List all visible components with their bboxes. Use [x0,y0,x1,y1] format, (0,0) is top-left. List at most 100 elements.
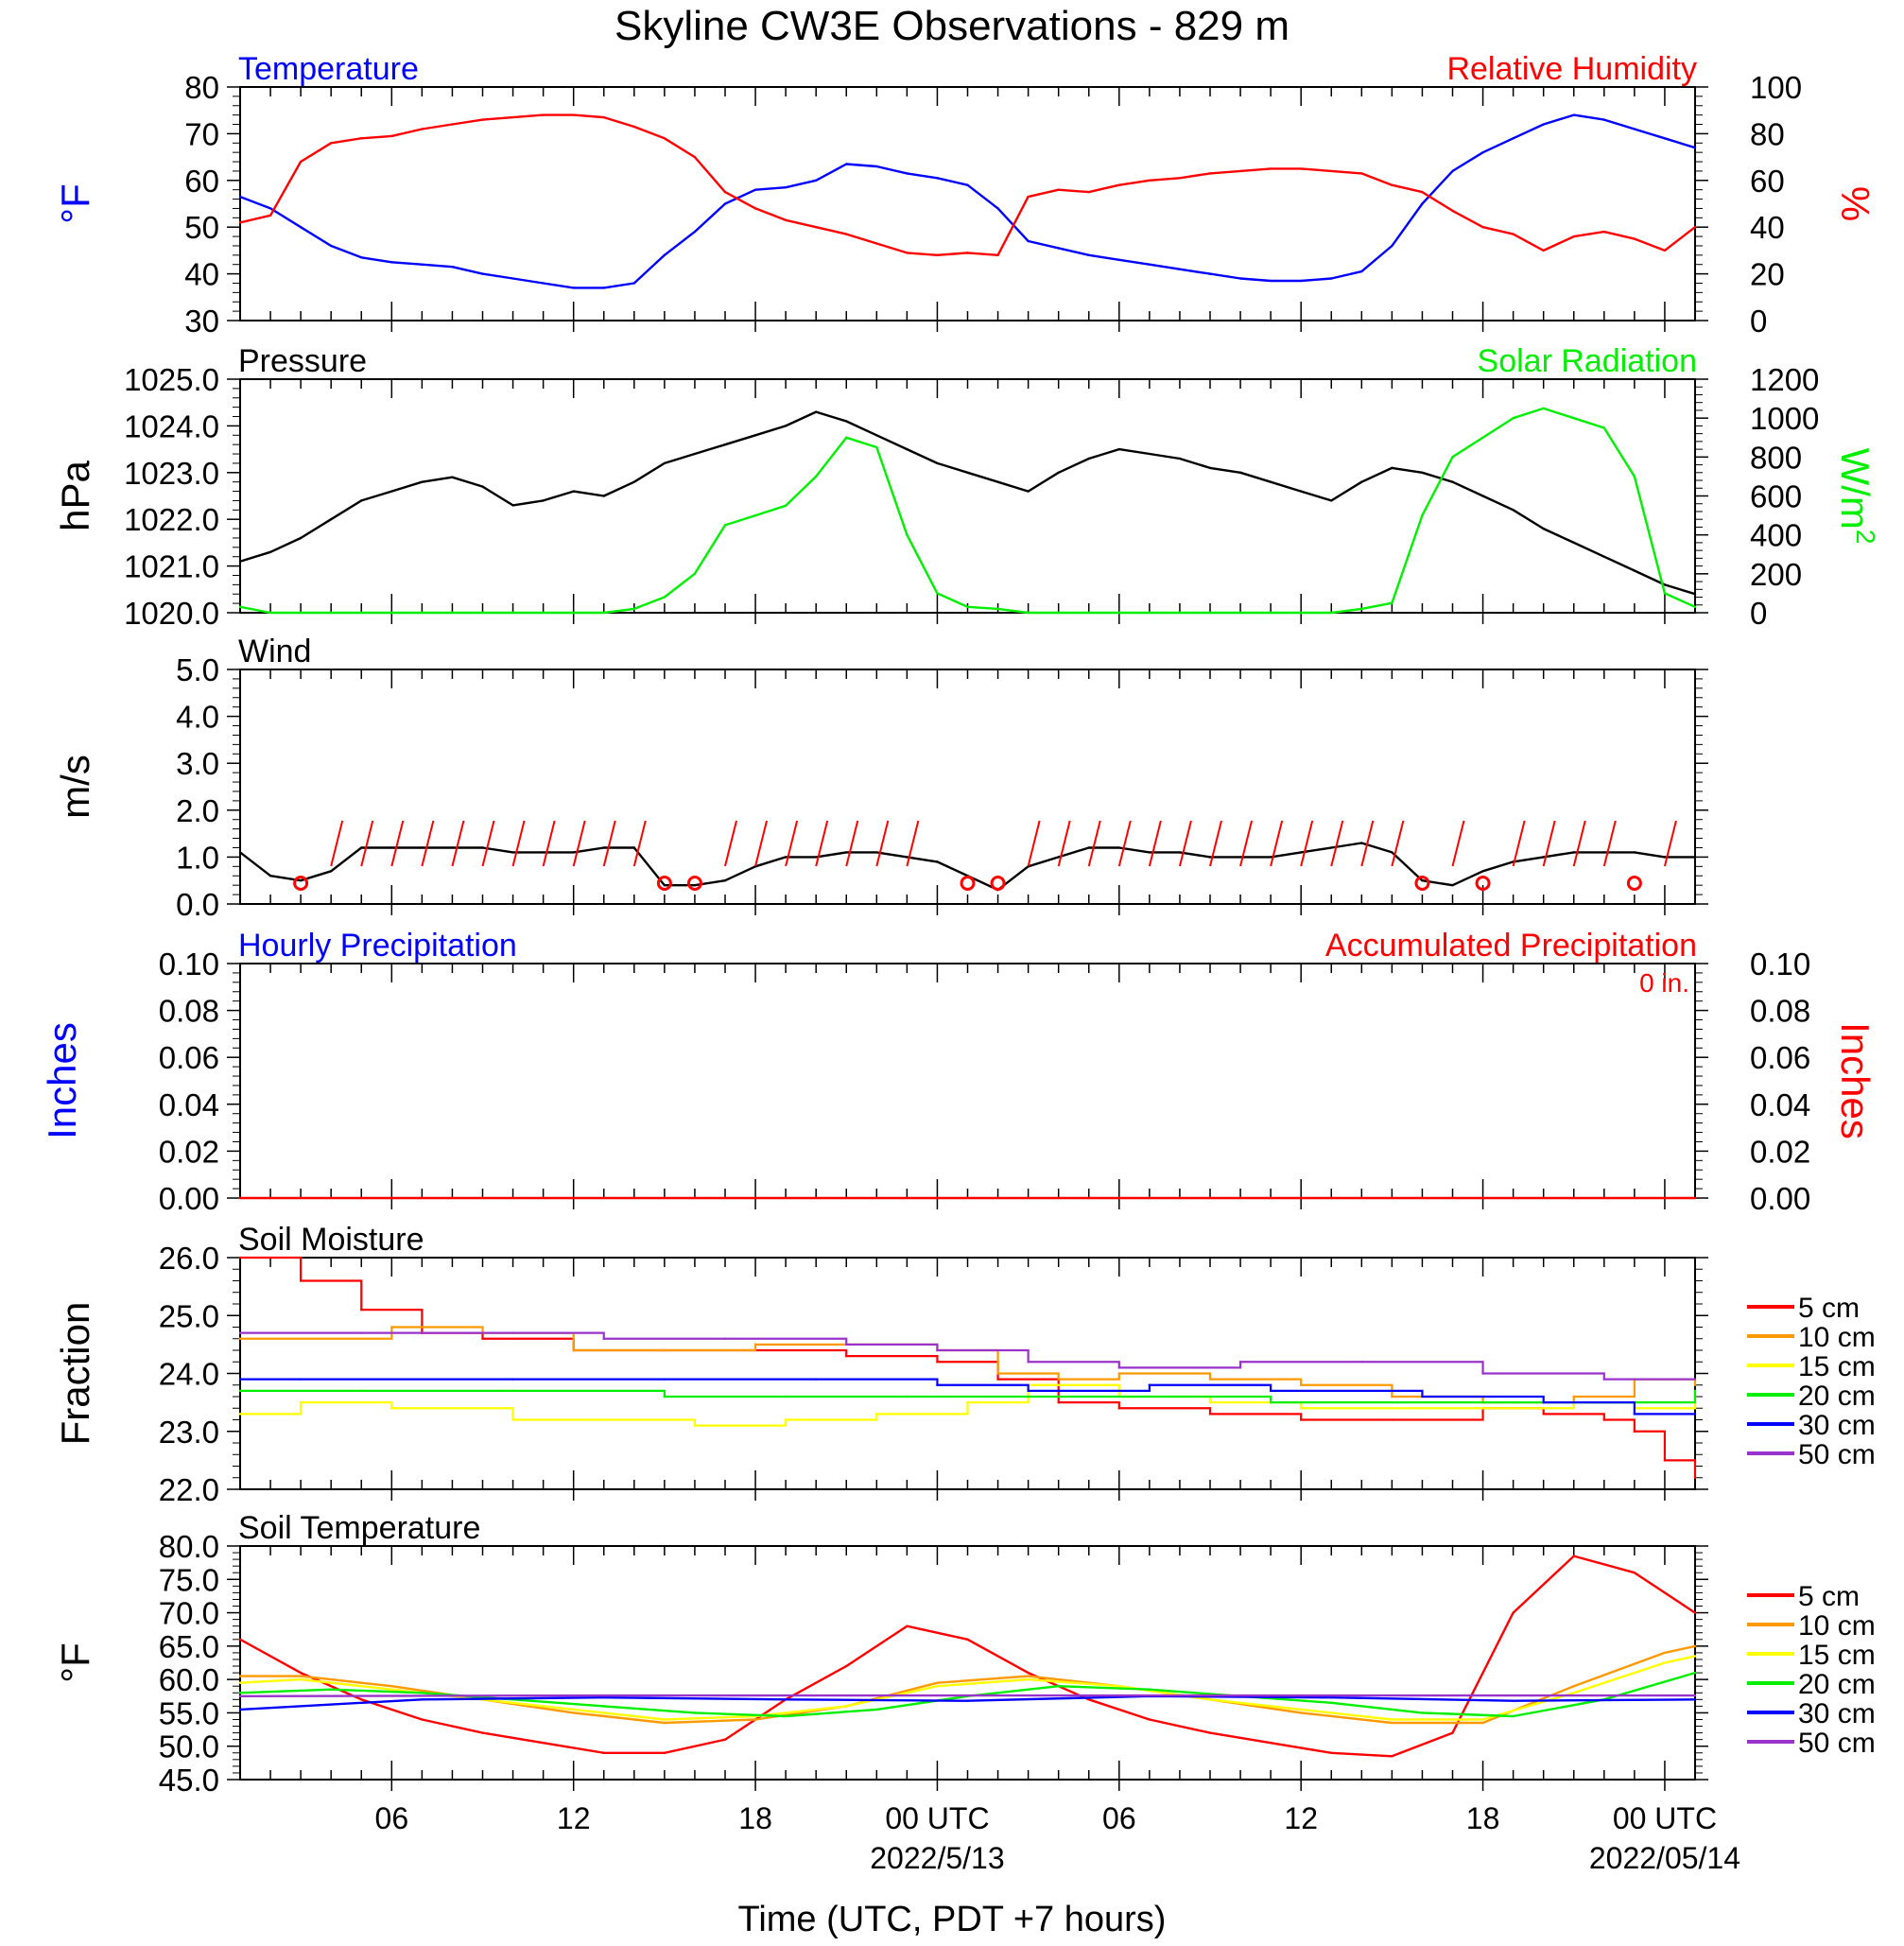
data-point [1117,447,1121,451]
y-right-axis-label: % [1833,186,1878,221]
y-left-tick-label: 45.0 [159,1763,219,1798]
data-point [572,1711,575,1714]
data-point [1391,183,1393,186]
data-point [753,1718,757,1721]
wind-barb [1148,820,1162,867]
data-point [966,1699,969,1702]
data-point [632,607,636,611]
series-group [238,113,1697,289]
data-point [996,1372,999,1375]
wind-barb [906,820,920,867]
data-point [421,1692,424,1694]
data-point [723,443,727,446]
data-point [1360,269,1363,273]
data-point [1663,856,1667,859]
data-point [238,1675,242,1677]
precip-total-annotation: 0 in. [1639,968,1689,998]
data-point [996,207,999,210]
data-point [1542,527,1545,530]
wind-barb [1300,820,1314,867]
data-point [238,221,242,224]
data-point [1602,851,1606,854]
data-point [542,1741,545,1745]
data-point [390,846,393,849]
wind-calm-marker [960,876,976,891]
data-point [481,485,484,488]
wind-barb [511,820,526,867]
data-point [1178,611,1182,615]
y-left-tick-label: 26.0 [159,1241,219,1276]
wind-barb [845,820,859,867]
data-point [1572,1692,1575,1694]
wind-calm-marker [1414,876,1430,891]
data-point [1269,611,1272,615]
data-point [1087,190,1090,194]
data-point [996,1378,999,1381]
data-point [1693,1476,1697,1479]
data-point [1208,1378,1212,1381]
wind-barb [1391,820,1405,867]
panel-title-left: Pressure [238,343,367,379]
data-point [542,851,545,854]
y-right-axis-label: Inches [1833,1022,1878,1139]
legend-label: 20 cm [1798,1381,1876,1412]
data-point [845,1664,848,1668]
data-point [784,218,788,221]
data-point [1602,555,1606,558]
data-point [1330,1751,1333,1754]
wind-barb [724,820,737,867]
data-point [390,611,393,615]
y-left-tick-label: 2.0 [176,793,219,828]
data-point [451,476,454,478]
data-point [1208,856,1212,859]
series-line-50-cm [240,1331,1695,1381]
data-point [1269,167,1272,170]
data-point [906,1395,909,1399]
y-right-tick-label: 1200 [1750,362,1819,397]
data-point [663,137,666,140]
data-point [1087,1698,1090,1701]
y-left-tick-label: 40 [184,257,219,292]
data-point [875,165,878,168]
data-point [481,611,484,615]
data-point [360,611,363,615]
wind-calm-marker [686,876,702,891]
data-point [1148,263,1151,266]
data-point [238,1331,242,1334]
data-point [268,550,272,553]
data-point [238,195,242,199]
data-point [1512,509,1515,512]
data-point [693,230,697,234]
data-point [936,592,939,595]
wind-barb [815,820,829,867]
y-right-tick-label: 40 [1750,210,1785,245]
wind-barbs [293,820,1677,891]
wind-barb [421,820,435,867]
panel-title-left: Soil Moisture [238,1222,424,1258]
data-point [753,513,757,517]
data-point [481,846,484,849]
data-point [814,1378,818,1381]
data-point [1481,1721,1484,1725]
y-left-axis-label: m/s [53,755,97,819]
data-point [784,186,788,189]
data-point [845,1343,848,1347]
data-point [1178,851,1182,854]
data-point [268,875,272,877]
data-point [1542,123,1545,126]
data-point [966,1400,969,1404]
wind-barb [632,820,647,867]
data-point [299,1671,303,1675]
y-left-tick-label: 1024.0 [124,408,219,443]
y-left-tick-label: 1021.0 [124,549,219,584]
x-tick-label: 18 [738,1801,772,1835]
data-point [663,1395,666,1399]
plot-frame [239,86,1696,321]
plot-frame [239,1545,1696,1781]
y-right-tick-label: 60 [1750,164,1785,199]
data-point [1633,1430,1636,1433]
data-point [1633,475,1636,478]
wind-barb [602,820,616,867]
y-left-axis-label: Fraction [53,1302,97,1446]
data-point [1360,480,1363,483]
